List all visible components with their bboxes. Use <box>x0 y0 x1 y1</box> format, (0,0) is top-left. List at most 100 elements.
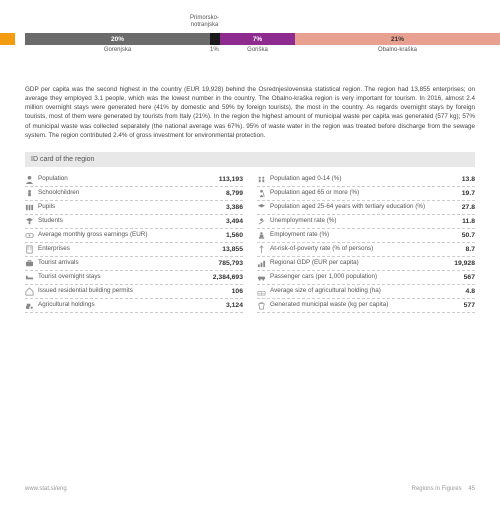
stat-value: 8.7 <box>443 246 475 253</box>
bar-bottom-label: Obalno-kraška <box>295 47 500 53</box>
suitcase-icon <box>25 259 34 268</box>
page-footer: www.stat.si/eng Regions in Figures 45 <box>25 486 475 492</box>
bar-segment: 7% <box>220 33 295 45</box>
stat-value: 106 <box>211 288 243 295</box>
farm-icon <box>257 287 266 296</box>
stat-row: Employment rate (%)50.7 <box>257 229 475 243</box>
stat-label: Issued residential building permits <box>38 288 211 295</box>
footer-url: www.stat.si/eng <box>25 486 67 492</box>
stat-label: Regional GDP (EUR per capita) <box>270 260 443 267</box>
stat-value: 785,793 <box>211 260 243 267</box>
stat-value: 3,386 <box>211 204 243 211</box>
person-icon <box>25 175 34 184</box>
bar-segment <box>210 33 220 45</box>
stat-value: 27.8 <box>443 204 475 211</box>
poverty-icon <box>257 245 266 254</box>
footer-right: Regions in Figures 45 <box>412 486 475 492</box>
stat-row: Issued residential building permits106 <box>25 285 243 299</box>
stat-row: Average monthly gross earnings (EUR)1,56… <box>25 229 243 243</box>
stat-value: 3,494 <box>211 218 243 225</box>
stat-value: 577 <box>443 302 475 309</box>
stat-label: At-risk-of-poverty rate (% of persons) <box>270 246 443 253</box>
stat-row: Students3,494 <box>25 215 243 229</box>
stat-row: Agricultural holdings3,124 <box>25 299 243 313</box>
stat-row: Regional GDP (EUR per capita)19,928 <box>257 257 475 271</box>
stat-value: 50.7 <box>443 232 475 239</box>
unemp-icon <box>257 217 266 226</box>
stat-row: Generated municipal waste (kg per capita… <box>257 299 475 313</box>
building-icon <box>25 245 34 254</box>
footer-title: Regions in Figures <box>412 486 462 492</box>
stat-row: Enterprises13,855 <box>25 243 243 257</box>
page-number: 45 <box>468 486 475 492</box>
bed-icon <box>25 273 34 282</box>
bar-bottom-label: Goriška <box>220 47 295 53</box>
stat-label: Schoolchildren <box>38 190 211 197</box>
stat-value: 11.8 <box>443 218 475 225</box>
stat-row: Population aged 65 or more (%)19.7 <box>257 187 475 201</box>
stat-row: Tourist overnight stays2,384,693 <box>25 271 243 285</box>
stat-label: Passenger cars (per 1,000 population) <box>270 274 443 281</box>
stat-row: Population aged 0-14 (%)13.8 <box>257 173 475 187</box>
money-icon <box>25 231 34 240</box>
stat-value: 4.8 <box>443 288 475 295</box>
stat-value: 113,193 <box>211 176 243 183</box>
stat-label: Average size of agricultural holding (ha… <box>270 288 443 295</box>
car-icon <box>257 273 266 282</box>
stat-value: 13,855 <box>211 246 243 253</box>
stat-value: 19.7 <box>443 190 475 197</box>
stat-label: Tourist arrivals <box>38 260 211 267</box>
stat-label: Pupils <box>38 204 211 211</box>
bar-bottom-label <box>0 47 15 53</box>
stat-label: Agricultural holdings <box>38 302 211 309</box>
bar-segment: 20% <box>25 33 210 45</box>
stat-value: 19,928 <box>443 260 475 267</box>
stat-label: Tourist overnight stays <box>38 274 211 281</box>
stat-value: 2,384,693 <box>211 274 243 281</box>
books-icon <box>25 203 34 212</box>
stat-label: Enterprises <box>38 246 211 253</box>
stat-label: Generated municipal waste (kg per capita… <box>270 302 443 309</box>
stat-row: Population aged 25-64 years with tertiar… <box>257 201 475 215</box>
stat-row: Average size of agricultural holding (ha… <box>257 285 475 299</box>
grad-icon <box>25 217 34 226</box>
bar-bottom-label <box>15 47 25 53</box>
bar-segment <box>0 33 15 45</box>
emp-icon <box>257 231 266 240</box>
bar-top-label: Primorsko-notranjska <box>190 15 219 28</box>
stat-label: Population aged 25-64 years with tertiar… <box>270 204 443 211</box>
tractor-icon <box>25 301 34 310</box>
stat-row: Pupils3,386 <box>25 201 243 215</box>
child-icon <box>25 189 34 198</box>
stat-label: Average monthly gross earnings (EUR) <box>38 232 211 239</box>
kids-icon <box>257 175 266 184</box>
id-card-grid: Population113,193Schoolchildren8,799Pupi… <box>25 173 475 313</box>
elder-icon <box>257 189 266 198</box>
gdp-icon <box>257 259 266 268</box>
body-paragraph: GDP per capita was the second highest in… <box>25 85 475 140</box>
stat-value: 13.8 <box>443 176 475 183</box>
id-card-header: ID card of the region <box>25 152 475 167</box>
stat-value: 3,124 <box>211 302 243 309</box>
stat-row: Schoolchildren8,799 <box>25 187 243 201</box>
bar-bottom-label: Gorenjska <box>25 47 210 53</box>
stat-row: Population113,193 <box>25 173 243 187</box>
bar-tiny-pct: 1% <box>210 47 219 53</box>
grad2-icon <box>257 203 266 212</box>
stat-row: Tourist arrivals785,793 <box>25 257 243 271</box>
bar-segment <box>15 33 25 45</box>
stat-label: Students <box>38 218 211 225</box>
stat-value: 1,560 <box>211 232 243 239</box>
stat-row: Unemployment rate (%)11.8 <box>257 215 475 229</box>
stat-label: Population <box>38 176 211 183</box>
stat-row: Passenger cars (per 1,000 population)567 <box>257 271 475 285</box>
stat-label: Population aged 65 or more (%) <box>270 190 443 197</box>
bar-segment: 21% <box>295 33 500 45</box>
stacked-bar-chart: 20% 7%21% Gorenjska GoriškaObalno-kraška P… <box>0 15 500 60</box>
stat-label: Unemployment rate (%) <box>270 218 443 225</box>
stat-row: At-risk-of-poverty rate (% of persons)8.… <box>257 243 475 257</box>
house-icon <box>25 287 34 296</box>
trash-icon <box>257 301 266 310</box>
stat-value: 8,799 <box>211 190 243 197</box>
stat-label: Employment rate (%) <box>270 232 443 239</box>
